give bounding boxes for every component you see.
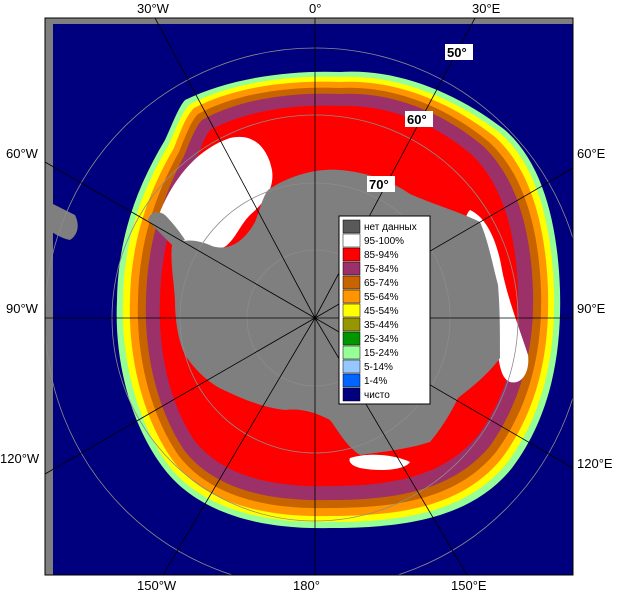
meridian-120w [45, 317, 316, 475]
legend-swatch [342, 345, 361, 360]
lon-label-30e: 30°E [472, 1, 501, 16]
meridian-60w [45, 161, 316, 319]
lat-label-60: 60° [407, 112, 427, 127]
ice-95-100-ross [349, 454, 410, 470]
meridian-30w [154, 18, 316, 319]
legend-swatch [342, 387, 361, 402]
legend-label: 45-54% [364, 306, 399, 317]
ice-95-100-weddell [160, 136, 273, 251]
legend-label: 25-34% [364, 334, 399, 345]
lon-label-60w: 60°W [6, 146, 39, 161]
lat-label-70: 70° [369, 177, 389, 192]
lon-label-30w: 30°W [137, 1, 170, 16]
legend-label: 35-44% [364, 320, 399, 331]
lat-label-60-bg [405, 111, 433, 127]
legend-swatch [342, 373, 361, 388]
lon-label-180: 180° [293, 578, 320, 593]
lon-label-120e: 120°E [577, 456, 613, 471]
legend-label: 65-74% [364, 278, 399, 289]
legend-swatch [342, 233, 361, 248]
legend-label: чисто [364, 390, 390, 401]
legend-swatch [342, 331, 361, 346]
lat-label-70-bg [367, 176, 395, 192]
lon-label-90w: 90°W [6, 301, 39, 316]
legend-swatch [342, 359, 361, 374]
lon-label-150w: 150°W [137, 578, 177, 593]
lat-label-50: 50° [447, 45, 467, 60]
legend-swatch [342, 303, 361, 318]
legend-label: 75-84% [364, 264, 399, 275]
legend-swatch [342, 247, 361, 262]
antarctic-peninsula [148, 212, 185, 245]
lon-label-120w: 120°W [0, 451, 40, 466]
no-data-strip-top [45, 18, 573, 24]
lon-label-0: 0° [309, 1, 321, 16]
lat-label-50-bg [445, 44, 473, 60]
lon-label-60e: 60°E [577, 146, 606, 161]
lon-label-90e: 90°E [577, 301, 606, 316]
lon-label-150e: 150°E [451, 578, 487, 593]
legend-label: 15-24% [364, 348, 399, 359]
legend-swatch [342, 275, 361, 290]
meridian-150w [162, 317, 316, 575]
legend-label: нет данных [364, 222, 417, 233]
no-data-strip-left [45, 18, 53, 575]
legend-label: 95-100% [364, 236, 404, 247]
legend-swatch [342, 289, 361, 304]
legend-label: 5-14% [364, 362, 393, 373]
legend-swatch [342, 261, 361, 276]
legend-swatch [342, 317, 361, 332]
legend: нет данных 95-100% 85-94% 75-84% 65-74% 55-64… [338, 215, 431, 405]
map-frame [44, 17, 574, 576]
legend-swatch [342, 219, 361, 234]
legend-label: 55-64% [364, 292, 399, 303]
legend-label: 1-4% [364, 376, 387, 387]
south-america-land [45, 200, 78, 240]
legend-label: 85-94% [364, 250, 399, 261]
